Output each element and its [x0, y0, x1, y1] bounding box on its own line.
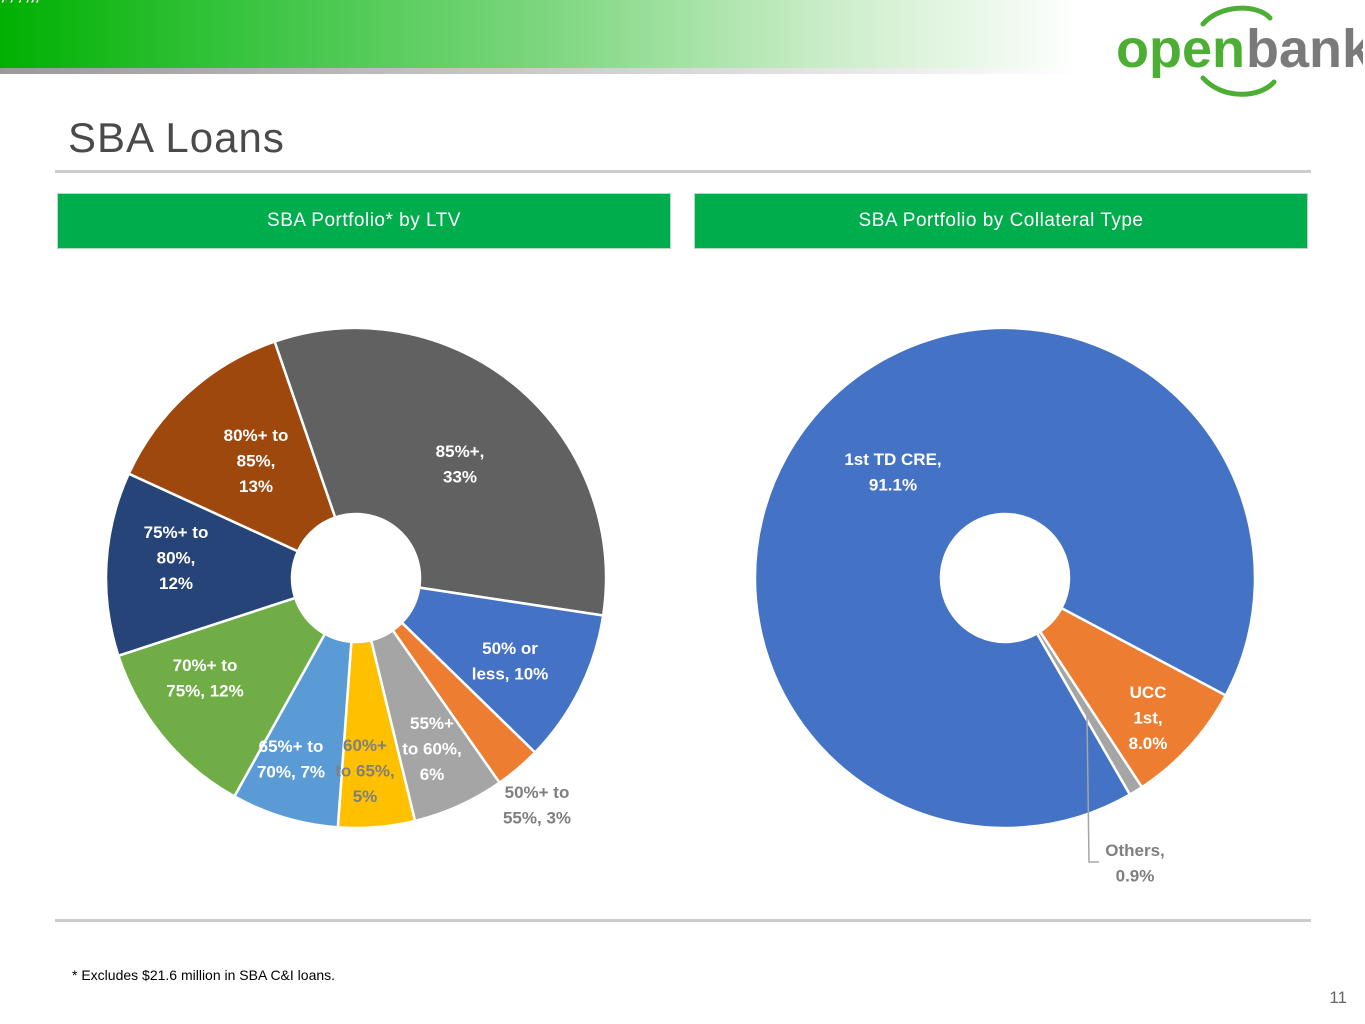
- logo-swoosh-bottom: [1200, 75, 1277, 97]
- slice-1st-td-cre: [753, 326, 1257, 830]
- ltv-donut-chart: 85%+, 33%85%+,33%50% or less, 10%50% orl…: [0, 0, 608, 830]
- logo-bank-text: bank: [1246, 19, 1363, 79]
- logo-open-text: open: [1116, 19, 1245, 79]
- slice-50pct-or-less: [400, 586, 605, 755]
- slice-ucc-1st: [1038, 606, 1228, 789]
- ltv-panel-header: SBA Portfolio* by LTV: [57, 193, 671, 249]
- slice-80pctplus-to-85pct: [127, 340, 337, 553]
- openbank-logo: open bank: [1116, 5, 1363, 97]
- header-band-shadow: [0, 68, 1080, 74]
- page-title: SBA Loans: [68, 114, 285, 161]
- collateral-panel-header: SBA Portfolio by Collateral Type: [694, 193, 1308, 249]
- page-number: 11: [1329, 988, 1347, 1007]
- leader-line-others: [1086, 714, 1099, 863]
- slice-70pctplus-to-75pct: [116, 596, 327, 799]
- bottom-divider: [55, 919, 1311, 922]
- footnote: * Excludes $21.6 million in SBA C&I loan…: [72, 967, 336, 983]
- slice-85pctplus: [273, 326, 608, 617]
- title-divider: [55, 170, 1311, 173]
- slice-75pctplus-to-80pct: [104, 472, 300, 658]
- logo-swoosh-top: [1200, 5, 1273, 27]
- header-gradient-band: [0, 0, 1080, 68]
